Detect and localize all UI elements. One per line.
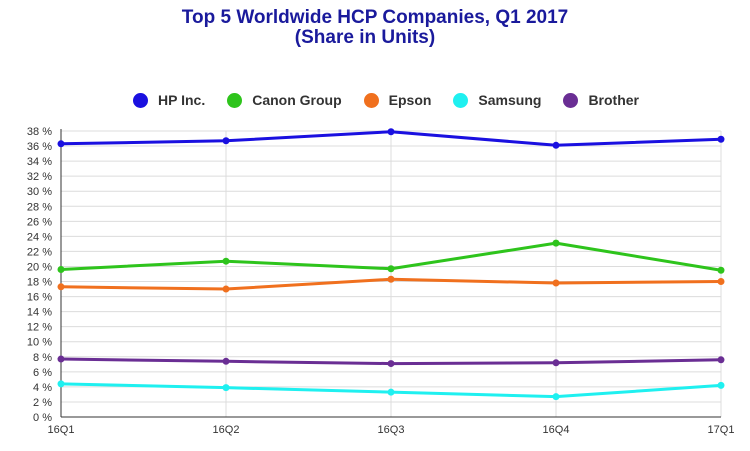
chart-title: Top 5 Worldwide HCP Companies, Q1 2017 xyxy=(181,7,569,28)
y-tick-label: 32 % xyxy=(27,171,52,183)
legend: HP Inc. Canon Group Epson Samsung Brothe… xyxy=(133,89,661,111)
legend-label-hp: HP Inc. xyxy=(158,92,206,108)
x-tick-label: 16Q4 xyxy=(543,424,570,436)
legend-item-epson[interactable]: Epson xyxy=(363,92,432,108)
legend-marker-samsung xyxy=(453,92,469,108)
legend-item-brother[interactable]: Brother xyxy=(563,92,639,108)
y-tick-label: 12 % xyxy=(27,322,52,334)
y-tick-label: 28 % xyxy=(27,201,52,213)
y-tick-label: 18 % xyxy=(27,277,52,289)
y-tick-label: 20 % xyxy=(27,261,52,273)
y-tick-label: 22 % xyxy=(27,246,52,258)
x-tick-label: 17Q1 xyxy=(708,424,735,436)
legend-label-brother: Brother xyxy=(588,92,639,108)
y-tick-label: 16 % xyxy=(27,292,52,304)
y-tick-label: 8 % xyxy=(33,352,52,364)
y-tick-label: 14 % xyxy=(27,307,52,319)
legend-label-canon: Canon Group xyxy=(252,92,342,108)
data-point xyxy=(552,393,560,401)
x-tick-label: 16Q2 xyxy=(213,424,240,436)
data-point xyxy=(57,140,65,148)
data-point xyxy=(57,380,65,388)
data-point xyxy=(552,279,560,287)
data-point xyxy=(387,360,395,368)
data-point xyxy=(57,283,65,291)
y-tick-label: 26 % xyxy=(27,216,52,228)
data-point xyxy=(717,135,725,143)
data-point xyxy=(552,239,560,247)
data-point xyxy=(387,128,395,136)
data-point xyxy=(717,266,725,274)
y-tick-label: 34 % xyxy=(27,156,52,168)
legend-item-canon[interactable]: Canon Group xyxy=(227,92,342,108)
data-point xyxy=(57,355,65,363)
legend-marker-epson xyxy=(363,92,379,108)
data-point xyxy=(222,137,230,145)
data-point xyxy=(387,388,395,396)
data-point xyxy=(222,257,230,265)
x-tick-label: 16Q1 xyxy=(48,424,75,436)
data-point xyxy=(57,265,65,273)
y-tick-label: 0 % xyxy=(33,412,52,424)
data-point xyxy=(717,381,725,389)
data-point xyxy=(222,357,230,365)
legend-label-samsung: Samsung xyxy=(478,92,542,108)
x-tick-label: 16Q3 xyxy=(378,424,405,436)
legend-item-hp[interactable]: HP Inc. xyxy=(133,92,205,108)
legend-marker-brother xyxy=(563,92,579,108)
y-tick-label: 36 % xyxy=(27,141,52,153)
data-point xyxy=(717,356,725,364)
legend-marker-hp xyxy=(133,92,148,108)
y-tick-label: 6 % xyxy=(33,367,52,379)
legend-label-epson: Epson xyxy=(388,92,432,108)
data-point xyxy=(222,285,230,293)
y-tick-label: 2 % xyxy=(33,397,52,409)
data-point xyxy=(717,278,725,286)
legend-item-samsung[interactable]: Samsung xyxy=(453,92,541,108)
y-tick-label: 38 % xyxy=(27,126,52,138)
data-point xyxy=(552,141,560,149)
legend-marker-canon xyxy=(227,92,243,108)
data-point xyxy=(222,384,230,392)
y-tick-label: 24 % xyxy=(27,231,52,243)
data-point xyxy=(387,275,395,283)
data-point xyxy=(552,359,560,367)
chart-subtitle: (Share in Units) xyxy=(294,27,436,48)
data-point xyxy=(387,265,395,273)
y-tick-label: 10 % xyxy=(27,337,52,349)
y-tick-label: 30 % xyxy=(27,186,52,198)
y-tick-label: 4 % xyxy=(33,382,52,394)
